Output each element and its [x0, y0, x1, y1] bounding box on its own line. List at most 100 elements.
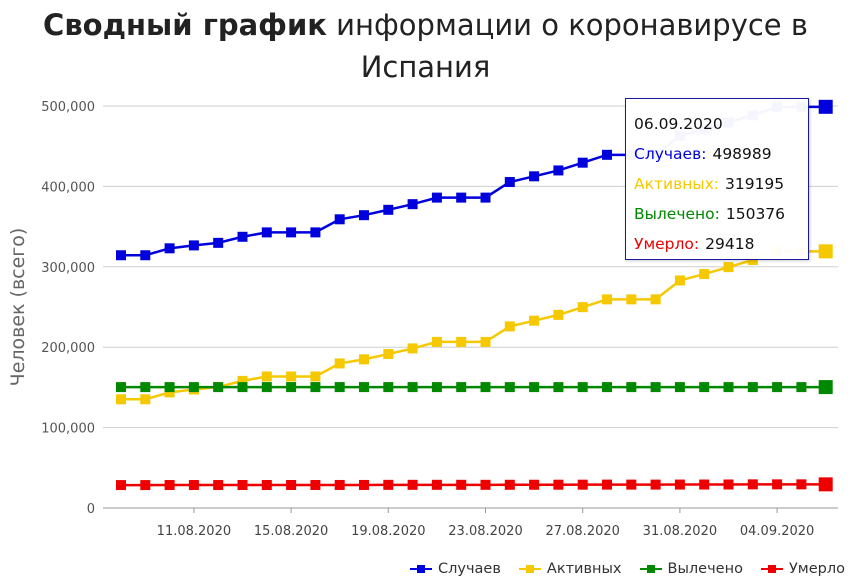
chart-tooltip: 06.09.2020 Случаев: 498989 Активных: 31919… [625, 98, 809, 260]
x-tick-label: 15.08.2020 [254, 524, 328, 539]
data-point [529, 315, 540, 326]
data-point [747, 382, 758, 393]
tooltip-row-active: Активных: 319195 [634, 169, 808, 199]
data-point [529, 171, 540, 182]
chart-title: Сводный график информации о коронавирусе… [0, 4, 851, 88]
data-point [796, 382, 807, 393]
tooltip-row-recovered: Вылечено: 150376 [634, 199, 808, 229]
tooltip-value-cases: 498989 [712, 145, 772, 163]
data-point [431, 192, 442, 203]
data-point [674, 382, 685, 393]
data-point [407, 479, 418, 490]
legend-label-cases: Случаев [438, 561, 501, 577]
y-tick-label: 200,000 [41, 341, 95, 356]
y-tick-label: 300,000 [41, 261, 95, 276]
data-point [602, 149, 612, 160]
data-point [237, 231, 248, 242]
legend-label-recovered: Вылечено [667, 561, 743, 577]
data-point [699, 479, 710, 490]
data-point [261, 479, 272, 490]
data-point [188, 240, 199, 251]
data-point [772, 479, 783, 490]
data-point [213, 382, 224, 393]
data-point [456, 382, 467, 393]
legend-item-cases[interactable]: Случаев [410, 561, 501, 577]
data-point [602, 382, 612, 393]
data-point [310, 382, 321, 393]
data-point [286, 227, 297, 238]
data-point [553, 479, 564, 490]
legend-swatch-cases [410, 564, 432, 574]
data-point [334, 382, 345, 393]
data-point [747, 479, 758, 490]
data-point [431, 479, 442, 490]
data-point [237, 382, 248, 393]
chart-title-rest: информации о коронавирусе в Испания [326, 8, 808, 84]
data-point [626, 479, 637, 490]
series-deaths [116, 477, 833, 492]
data-point [553, 165, 564, 176]
data-point [164, 387, 175, 398]
x-tick-label: 19.08.2020 [351, 524, 425, 539]
tooltip-row-cases: Случаев: 498989 [634, 139, 808, 169]
data-point [504, 479, 515, 490]
data-point [818, 380, 833, 395]
y-tick-label: 100,000 [41, 422, 95, 437]
data-point [480, 479, 491, 490]
series-line-active [121, 250, 826, 401]
data-point [553, 309, 564, 320]
data-point [699, 382, 710, 393]
legend-swatch-deaths [760, 564, 783, 574]
data-point [237, 375, 248, 386]
data-point [359, 479, 369, 490]
tooltip-value-active: 319195 [724, 175, 785, 193]
tooltip-date: 06.09.2020 [634, 115, 723, 133]
data-point [334, 358, 345, 369]
data-point [164, 243, 175, 254]
y-tick-label: 500,000 [41, 100, 95, 115]
data-point [456, 336, 467, 347]
legend-item-deaths[interactable]: Умерло [760, 561, 845, 577]
data-point [723, 262, 734, 273]
data-point [818, 99, 833, 114]
data-point [140, 382, 151, 393]
data-point [431, 382, 442, 393]
legend-label-deaths: Умерло [788, 561, 845, 577]
data-point [140, 480, 151, 491]
data-point [383, 204, 394, 215]
data-point [529, 479, 540, 490]
x-tick-label: 04.09.2020 [740, 524, 814, 539]
data-point [480, 336, 491, 347]
data-point [456, 192, 467, 203]
data-point [529, 382, 540, 393]
tooltip-value-recovered: 150376 [725, 205, 786, 223]
data-point [261, 227, 272, 238]
data-point [286, 371, 297, 382]
data-point [650, 382, 661, 393]
data-point [116, 394, 126, 405]
data-point [480, 192, 491, 203]
data-point [310, 371, 321, 382]
data-point [602, 294, 612, 305]
data-point [261, 371, 272, 382]
data-point [188, 480, 199, 491]
data-point [602, 479, 612, 490]
data-point [650, 294, 661, 305]
chart-title-bold: Сводный график [43, 8, 327, 42]
tooltip-label-deaths: Умерло: [634, 235, 700, 253]
data-point [650, 479, 661, 490]
data-point [626, 294, 637, 305]
x-tick-label: 27.08.2020 [545, 524, 619, 539]
data-point [261, 382, 272, 393]
x-tick-label: 11.08.2020 [157, 524, 231, 539]
data-point [818, 477, 833, 492]
data-point [237, 480, 248, 491]
data-point [407, 343, 418, 354]
legend-item-recovered[interactable]: Вылечено [639, 561, 743, 577]
x-tick-label: 23.08.2020 [448, 524, 522, 539]
legend-item-active[interactable]: Активных [518, 561, 622, 577]
y-axis-label: Человек (всего) [7, 228, 29, 387]
y-tick-label: 400,000 [41, 180, 95, 195]
y-tick-label: 0 [87, 502, 95, 517]
data-point [723, 479, 734, 490]
